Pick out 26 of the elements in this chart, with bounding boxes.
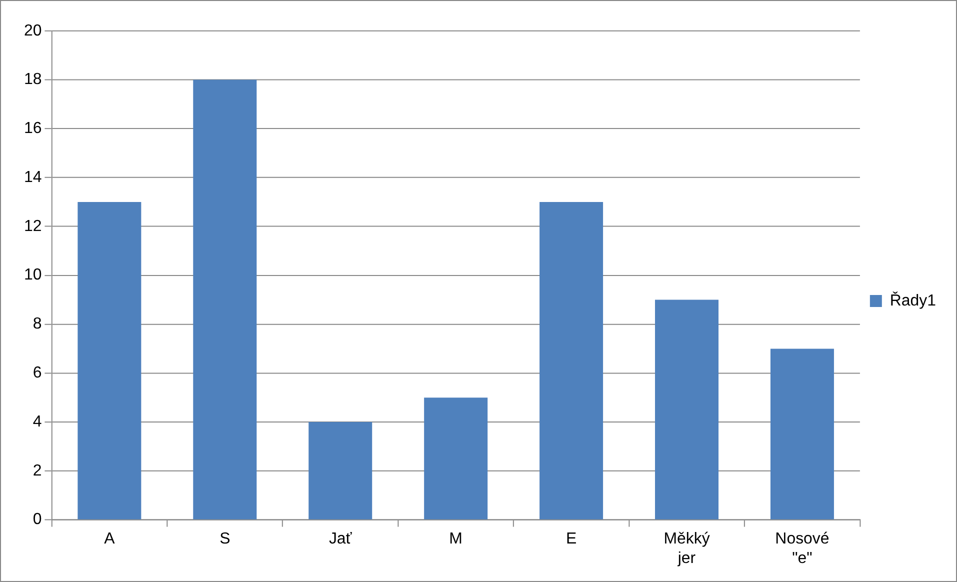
- legend-label: Řady1: [890, 291, 936, 310]
- y-tick-label: 12: [24, 218, 42, 235]
- x-tick-label: Jať: [328, 530, 353, 548]
- y-tick-label: 18: [24, 71, 42, 88]
- bar: [770, 348, 834, 520]
- bar: [308, 422, 372, 520]
- x-tick-label: Měkký jer: [664, 530, 710, 567]
- bar: [655, 300, 719, 520]
- x-tick-label: Nosové "e": [775, 530, 830, 567]
- bar: [78, 202, 142, 520]
- y-tick-label: 14: [24, 168, 42, 186]
- x-tick-label: S: [220, 530, 230, 548]
- x-tick-label: A: [104, 530, 116, 548]
- y-tick-label: 8: [32, 316, 42, 333]
- bar: [424, 398, 488, 520]
- y-tick-label: 2: [32, 462, 42, 480]
- x-tick-label: M: [449, 530, 462, 548]
- y-tick-label: 16: [24, 120, 42, 138]
- y-tick-label: 10: [24, 266, 42, 284]
- y-tick-label: 0: [32, 511, 42, 528]
- bar: [193, 80, 257, 520]
- x-tick-label: E: [566, 530, 577, 548]
- y-tick-label: 20: [24, 22, 42, 40]
- bar: [540, 202, 604, 520]
- y-tick-label: 6: [32, 364, 42, 382]
- y-tick-label: 4: [32, 413, 42, 430]
